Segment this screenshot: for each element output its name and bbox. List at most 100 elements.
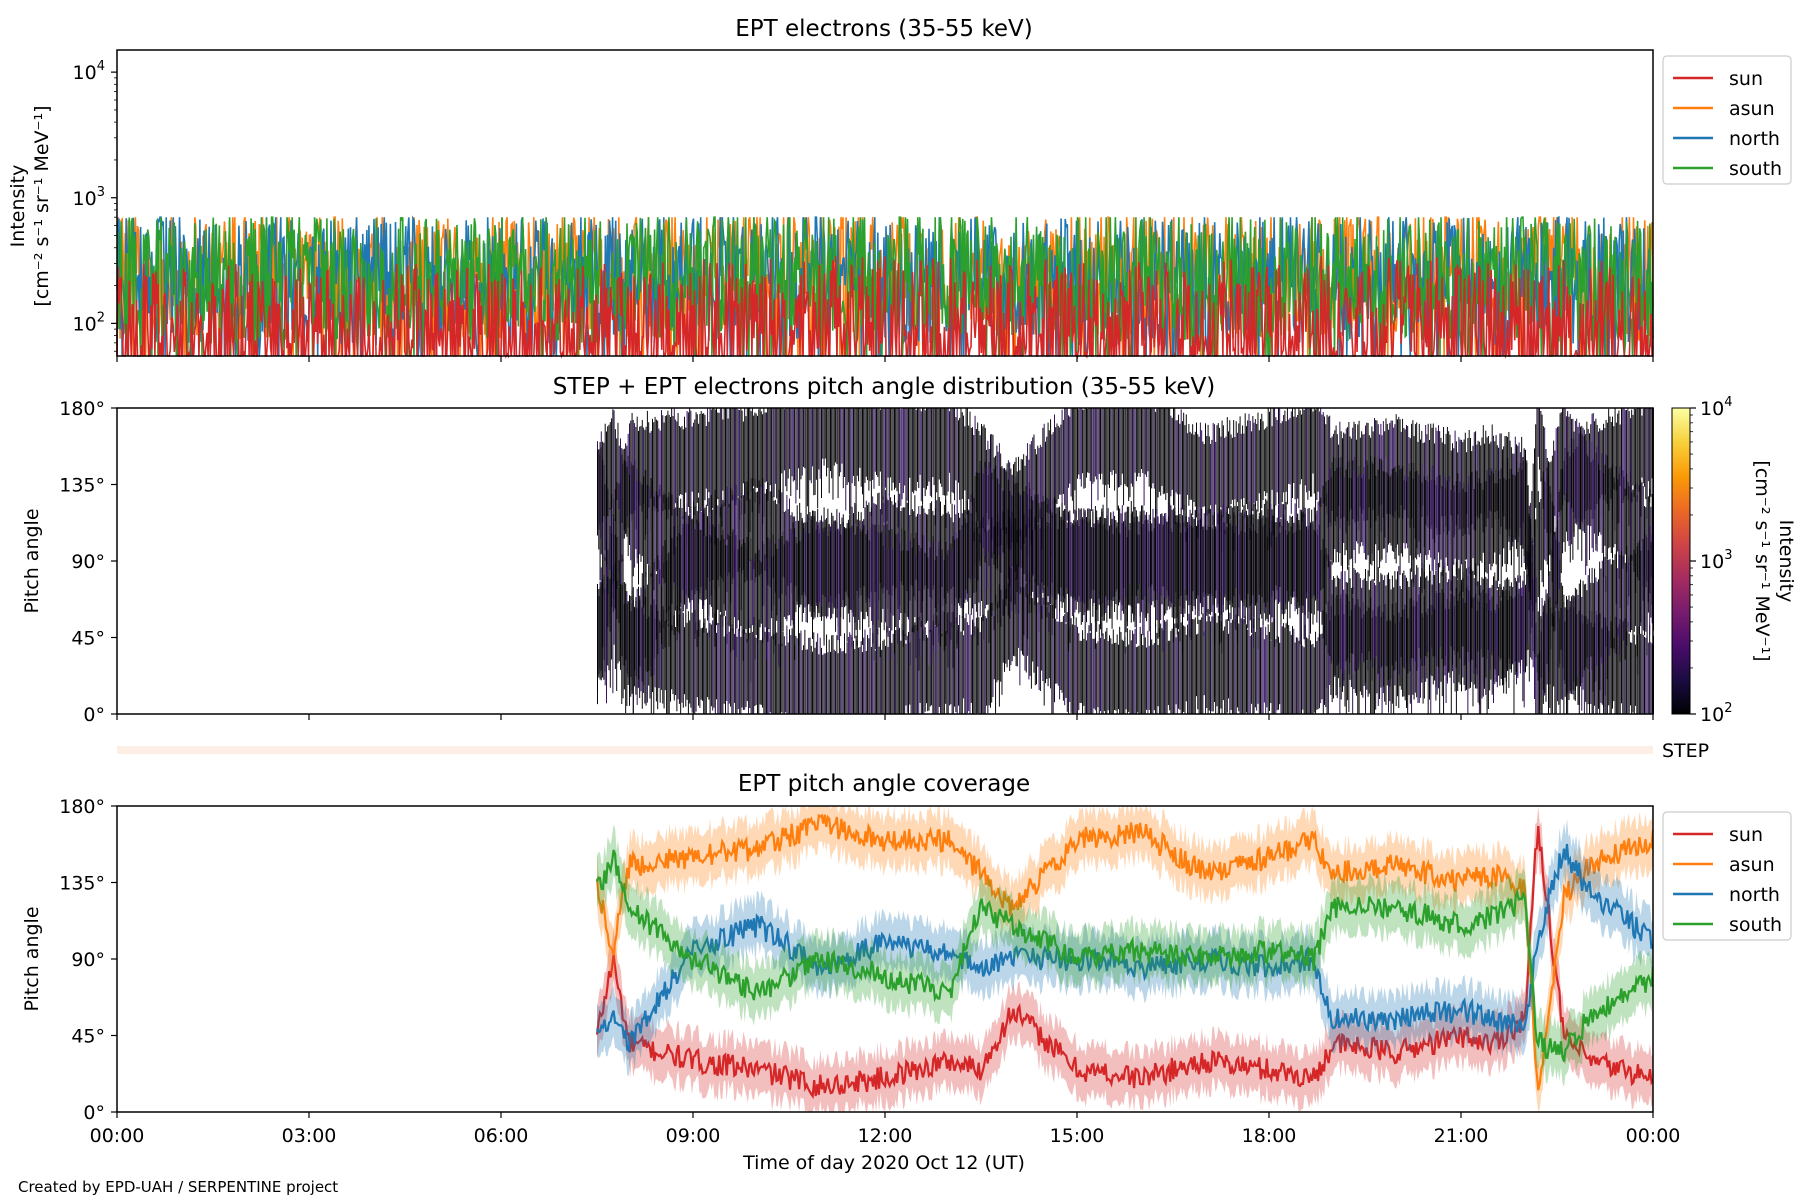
- pad-cell: [709, 408, 711, 513]
- pad-cell: [1339, 467, 1341, 554]
- pad-cell: [1549, 597, 1551, 708]
- pad-cell: [1037, 602, 1039, 667]
- pad-cell: [662, 415, 664, 511]
- pad-cell: [1056, 423, 1058, 504]
- pad-cell: [1019, 565, 1021, 686]
- pad-cell: [1178, 414, 1180, 528]
- pad-cell: [922, 408, 924, 505]
- pad-cell: [1093, 638, 1095, 709]
- pad-cell: [1137, 408, 1139, 477]
- pad-cell: [877, 408, 879, 477]
- pad-cell: [814, 408, 816, 495]
- pad-cell: [1258, 618, 1260, 714]
- pad-cell: [1313, 408, 1315, 494]
- pad-cell: [1461, 489, 1462, 565]
- pad-cell: [655, 574, 657, 640]
- pad-cell: [672, 621, 674, 695]
- pad-cell: [1078, 633, 1080, 711]
- pad-cell: [1641, 630, 1643, 714]
- pad-cell: [736, 408, 738, 529]
- y-tick-label: 180°: [59, 796, 105, 818]
- pad-cell: [943, 611, 945, 714]
- pad-cell: [955, 617, 957, 713]
- pad-cell: [748, 619, 749, 714]
- pad-cell: [1018, 492, 1020, 567]
- pad-cell: [1510, 582, 1512, 673]
- pad-cell: [1215, 528, 1217, 591]
- pad-cell: [645, 469, 647, 577]
- pad-cell: [1459, 481, 1461, 596]
- pad-cell: [867, 408, 869, 481]
- pad-cell: [909, 642, 911, 705]
- pad-cell: [689, 408, 691, 513]
- pad-cell: [804, 532, 806, 608]
- pad-cell: [737, 497, 739, 572]
- pad-cell: [1612, 464, 1613, 559]
- pad-cell: [1210, 443, 1212, 506]
- pad-cell: [1079, 509, 1081, 612]
- pad-cell: [1336, 575, 1338, 666]
- pad-cell: [758, 409, 760, 514]
- pad-cell: [1574, 587, 1576, 691]
- pad-cell: [1376, 566, 1378, 675]
- pad-cell: [1004, 585, 1005, 672]
- pad-cell: [725, 506, 726, 573]
- coverage-line-north: [595, 843, 1653, 1054]
- pad-cell: [1567, 599, 1569, 714]
- pad-cell: [773, 555, 775, 654]
- pad-cell: [1197, 524, 1199, 596]
- pad-cell: [1345, 469, 1347, 551]
- pad-cell: [1281, 421, 1283, 502]
- pad-cell: [1066, 522, 1068, 589]
- pad-cell: [1334, 471, 1336, 550]
- pad-cell: [1038, 602, 1040, 690]
- pad-cell: [1310, 522, 1311, 599]
- pad-cell: [631, 590, 633, 694]
- pad-cell: [1052, 499, 1054, 598]
- pad-cell: [1496, 590, 1498, 688]
- pad-cell: [1641, 482, 1643, 588]
- pad-cell: [634, 606, 636, 671]
- pad-cell: [723, 408, 725, 507]
- pad-cell: [1196, 634, 1197, 697]
- pad-cell: [1321, 494, 1323, 625]
- pad-cell: [763, 408, 765, 517]
- pad-cell: [1478, 564, 1480, 705]
- pad-cell: [1084, 408, 1086, 488]
- pad-cell: [1606, 559, 1608, 680]
- pad-cell: [1542, 426, 1544, 509]
- pad-cell: [748, 541, 749, 640]
- pad-cell: [878, 524, 880, 628]
- pad-cell: [841, 651, 843, 714]
- colorbar-tick-label: 104: [1700, 395, 1732, 420]
- pad-cell: [827, 508, 829, 617]
- pad-cell: [913, 408, 915, 494]
- pad-cell: [1180, 622, 1182, 714]
- pad-cell: [1306, 637, 1308, 714]
- pad-cell: [836, 408, 838, 465]
- pad-cell: [911, 408, 913, 492]
- pad-cell: [979, 632, 981, 714]
- pad-cell: [946, 554, 948, 634]
- pad-cell: [1531, 541, 1533, 606]
- pad-cell: [1589, 439, 1590, 560]
- pad-cell: [1124, 512, 1126, 597]
- pad-cell: [1133, 633, 1135, 714]
- pad-cell: [1513, 587, 1515, 665]
- pad-cell: [917, 618, 918, 714]
- pad-cell: [874, 408, 876, 472]
- pad-cell: [699, 619, 701, 708]
- pad-cell: [1471, 471, 1473, 609]
- pad-cell: [1350, 438, 1352, 509]
- pad-cell: [678, 426, 680, 496]
- pad-cell: [622, 582, 624, 699]
- pad-cell: [1135, 510, 1137, 596]
- pad-cell: [655, 419, 657, 509]
- pad-cell: [1180, 507, 1182, 614]
- pad-cell: [987, 610, 989, 714]
- pad-cell: [1559, 413, 1561, 517]
- pad-cell: [1042, 597, 1044, 681]
- pad-cell: [728, 535, 730, 627]
- pad-cell: [1106, 408, 1108, 530]
- pad-cell: [996, 522, 998, 609]
